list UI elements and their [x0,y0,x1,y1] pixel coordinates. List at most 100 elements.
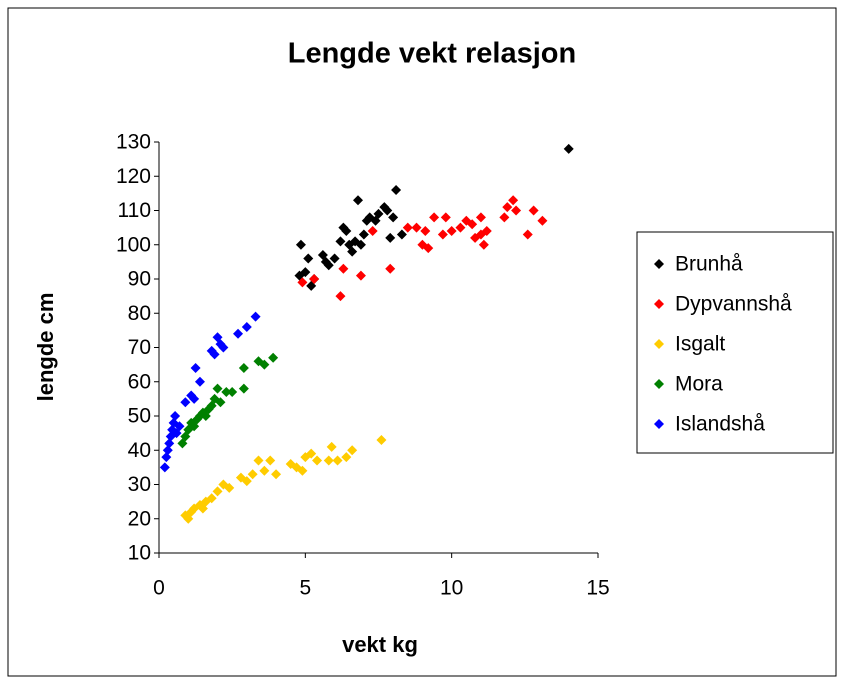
legend-label: Brunhå [675,253,743,276]
legend-label: Islandshå [675,413,765,436]
point [335,291,346,302]
x-tick-label: 0 [153,577,165,600]
point [241,476,252,487]
point [382,205,393,216]
y-tick-label: 30 [128,473,151,496]
point [437,229,448,240]
point [373,208,384,219]
y-tick-label: 50 [128,405,151,428]
point [388,212,399,223]
point [396,229,407,240]
y-tick-label: 60 [128,370,151,393]
point [429,212,440,223]
point [508,195,519,206]
point [233,328,244,339]
point [164,438,175,449]
point [446,226,457,237]
point [295,239,306,250]
point [161,452,172,463]
point [159,462,170,473]
point [332,455,343,466]
point [212,486,223,497]
point [312,455,323,466]
point [376,434,387,445]
legend-box [636,231,834,454]
point [238,363,249,374]
point [170,411,181,421]
legend-label: Mora [675,373,723,396]
point [218,342,229,353]
point [329,253,340,264]
y-tick-label: 80 [128,302,151,325]
point [190,363,201,374]
point [162,445,173,456]
point [528,205,539,216]
point [338,263,349,274]
point [306,448,317,459]
point [391,184,402,195]
y-tick-label: 130 [116,131,151,154]
point [411,222,422,233]
point [206,493,217,504]
legend-label: Isgalt [675,333,725,356]
x-tick-label: 15 [586,577,609,600]
point [478,239,489,250]
point [241,321,252,332]
point [247,469,258,480]
point [423,243,434,254]
legend-marker [654,259,664,269]
point [402,222,413,233]
y-tick-label: 90 [128,268,151,291]
point [212,383,223,394]
point [265,455,276,466]
point [250,311,261,322]
point [522,229,533,240]
point [353,195,364,206]
x-tick-label: 10 [440,577,463,600]
point [563,143,574,154]
point [355,239,366,250]
point [467,219,478,230]
point [309,274,320,284]
point [300,267,311,278]
y-tick-label: 120 [116,165,151,188]
point [323,455,334,466]
point [259,465,270,476]
legend-marker [654,339,664,349]
point [455,222,466,233]
legend-marker [654,419,664,429]
point [215,397,226,408]
point [385,232,396,243]
point [268,352,279,363]
point [347,445,358,456]
point [259,359,270,370]
point [355,270,366,281]
point [335,236,346,247]
point [440,212,451,223]
point [297,277,308,288]
chart-title: Lengde vekt relasjon [288,38,577,70]
point [341,226,352,237]
point [238,383,249,394]
point [511,205,522,216]
point [209,349,220,360]
point [358,229,369,240]
point [297,465,308,476]
point [502,202,513,213]
y-tick-label: 40 [128,439,151,462]
point [347,246,358,257]
x-axis-label: vekt kg [342,632,418,657]
y-tick-label: 70 [128,336,151,359]
y-tick-label: 10 [128,542,151,565]
x-tick-label: 5 [299,577,311,600]
point [227,387,238,398]
legend-label: Dypvannshå [675,293,792,316]
point [189,393,200,404]
y-axis-label: lengde cm [33,293,58,402]
legend-marker [654,299,664,309]
point [481,226,492,237]
point [420,226,431,237]
point [367,226,378,237]
point [537,215,548,226]
